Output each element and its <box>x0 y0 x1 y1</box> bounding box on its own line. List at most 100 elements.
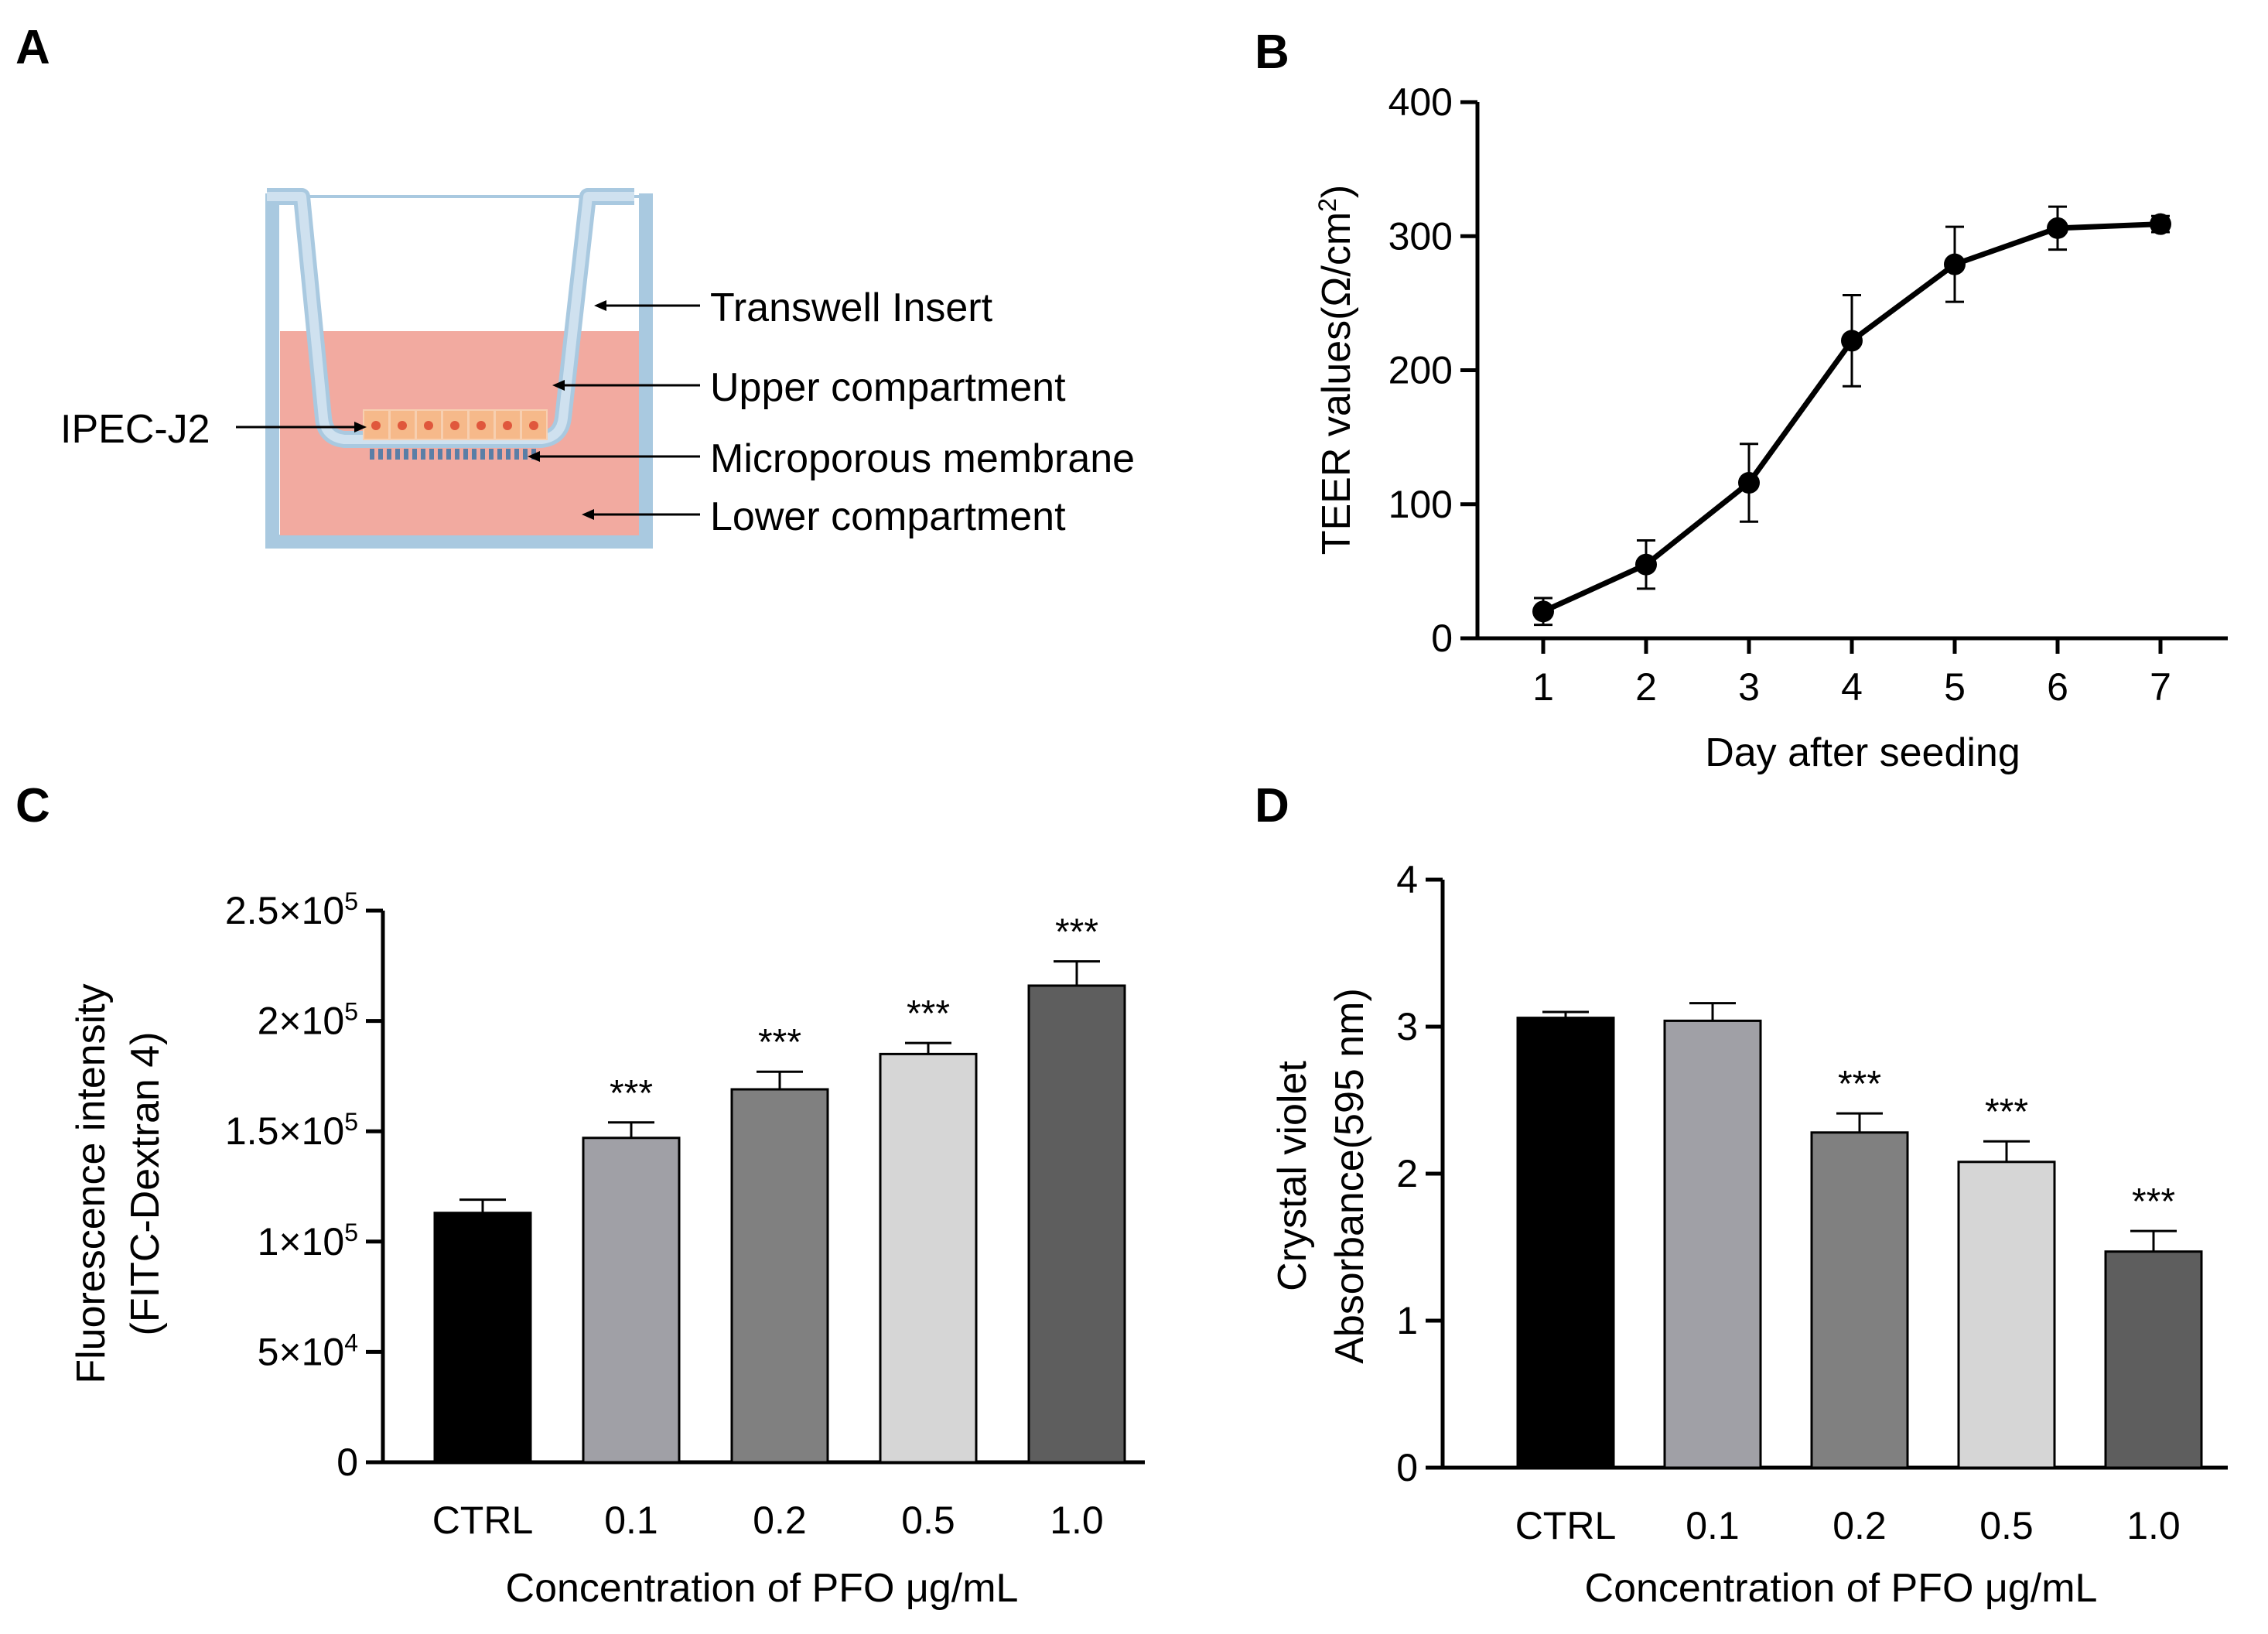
bar <box>1810 1131 1909 1469</box>
y-tick-label: 5×104 <box>258 1328 358 1373</box>
cell-nucleus <box>450 421 459 430</box>
pore <box>429 449 434 460</box>
panel-letter-a: A <box>15 21 50 74</box>
y-axis-title-line2: Absorbance(595 nm) <box>1327 988 1372 1364</box>
x-tick-label: 0.2 <box>753 1499 807 1542</box>
y-tick-label: 400 <box>1388 80 1453 124</box>
cell-nucleus <box>398 421 407 430</box>
cell-nucleus <box>503 421 512 430</box>
chart-crystal-violet-bar: 0 1 2 3 4 CTRL 0.1 0.2 *** 0.5 *** 1.0 *** Concentrat… <box>1270 858 2228 1611</box>
significance-label: *** <box>610 1073 653 1114</box>
y-tick-label: 0 <box>336 1441 358 1484</box>
y-tick-exp: 4 <box>344 1328 358 1356</box>
y-tick-base: 1.5×10 <box>225 1109 344 1153</box>
significance-label: *** <box>758 1022 801 1063</box>
x-tick-label: 1 <box>1532 665 1554 709</box>
y-tick-base: 1×10 <box>258 1220 345 1263</box>
y-tick-label: 1×105 <box>258 1219 358 1263</box>
cell <box>363 409 390 440</box>
y-tick-label: 4 <box>1396 858 1418 901</box>
data-point <box>2047 217 2068 239</box>
bar <box>1516 1017 1615 1469</box>
y-axis-title-line2: (FITC-Dextran 4) <box>123 1032 168 1336</box>
transwell-diagram: Transwell Insert Upper compartment Micro… <box>60 188 1135 549</box>
panel-letter-c: C <box>15 779 50 832</box>
label-transwell-insert: Transwell Insert <box>710 285 993 330</box>
pore <box>480 449 485 460</box>
x-tick-label: 0.2 <box>1833 1504 1887 1547</box>
y-tick-exp: 5 <box>344 1219 358 1246</box>
pore <box>497 449 502 460</box>
y-axis-title-text: TEER values(Ω/cm <box>1314 212 1359 555</box>
pore <box>412 449 417 460</box>
x-tick-label: 0.1 <box>604 1499 658 1542</box>
x-axis-title: Concentration of PFO μg/mL <box>506 1566 1019 1611</box>
bar <box>582 1137 681 1464</box>
cell-nucleus <box>476 421 486 430</box>
y-tick-exp: 5 <box>344 998 358 1026</box>
bar <box>1957 1161 2056 1469</box>
pore <box>378 449 383 460</box>
bar <box>2104 1250 2203 1469</box>
chart-teer-line: 0 100 200 300 400 1 2 3 4 5 6 7 Day after seeding TEE… <box>1313 80 2228 775</box>
y-tick-base: 5×10 <box>258 1330 345 1373</box>
bar <box>730 1088 829 1464</box>
series-line <box>1542 221 2161 614</box>
cell-nucleus <box>371 421 381 430</box>
pore <box>404 449 408 460</box>
x-tick-label: 5 <box>1944 665 1966 709</box>
y-tick-label: 2 <box>1396 1152 1418 1195</box>
y-tick-label: 0 <box>1431 617 1453 660</box>
y-tick-base: 0 <box>336 1441 358 1484</box>
x-axis-title: Concentration of PFO μg/mL <box>1585 1566 2098 1611</box>
bar <box>1663 1019 1762 1469</box>
pore <box>489 449 494 460</box>
pore <box>446 449 451 460</box>
x-tick-label: CTRL <box>1515 1504 1617 1547</box>
pore <box>506 449 511 460</box>
data-point <box>1532 600 1554 623</box>
data-point <box>1944 253 1966 275</box>
x-tick-label: 4 <box>1841 665 1863 709</box>
y-tick-label: 3 <box>1396 1005 1418 1048</box>
cell-nucleus <box>529 421 538 430</box>
y-axis-title: TEER values(Ω/cm2) <box>1313 185 1359 555</box>
x-tick-label: 0.5 <box>901 1499 955 1542</box>
bar <box>433 1212 532 1464</box>
y-tick-exp: 5 <box>344 887 358 915</box>
ipec-cells <box>363 409 548 440</box>
y-tick-label: 2.5×105 <box>225 887 358 932</box>
y-axis-title-line1: Fluorescence intensity <box>69 983 114 1383</box>
y-tick-label: 2×105 <box>258 998 358 1043</box>
label-ipec-j2: IPEC-J2 <box>60 407 210 452</box>
x-tick-label: 0.5 <box>1979 1504 2034 1547</box>
significance-label: *** <box>2132 1181 2175 1222</box>
cell <box>389 409 416 440</box>
data-point <box>1738 472 1760 494</box>
y-tick-label: 1.5×105 <box>225 1108 358 1153</box>
y-axis-title-close: ) <box>1314 185 1359 198</box>
significance-label: *** <box>1838 1064 1881 1105</box>
x-tick-label: 6 <box>2047 665 2068 709</box>
label-lower-compartment: Lower compartment <box>710 494 1066 539</box>
y-tick-base: 2.5×10 <box>225 889 344 932</box>
data-point <box>1635 553 1657 576</box>
x-tick-label: 7 <box>2150 665 2171 709</box>
y-tick-label: 0 <box>1396 1446 1418 1489</box>
x-tick-label: 1.0 <box>1050 1499 1104 1542</box>
significance-label: *** <box>1055 912 1098 953</box>
data-point <box>1841 330 1863 352</box>
significance-label: *** <box>907 993 950 1034</box>
significance-label: *** <box>1985 1092 2028 1133</box>
bar <box>1027 984 1126 1464</box>
pore <box>370 449 374 460</box>
pore <box>395 449 400 460</box>
pore <box>387 449 391 460</box>
y-tick-label: 300 <box>1388 214 1453 258</box>
pore <box>421 449 425 460</box>
data-point <box>2150 213 2171 235</box>
y-tick-base: 2×10 <box>258 1000 345 1043</box>
cell-nucleus <box>424 421 433 430</box>
